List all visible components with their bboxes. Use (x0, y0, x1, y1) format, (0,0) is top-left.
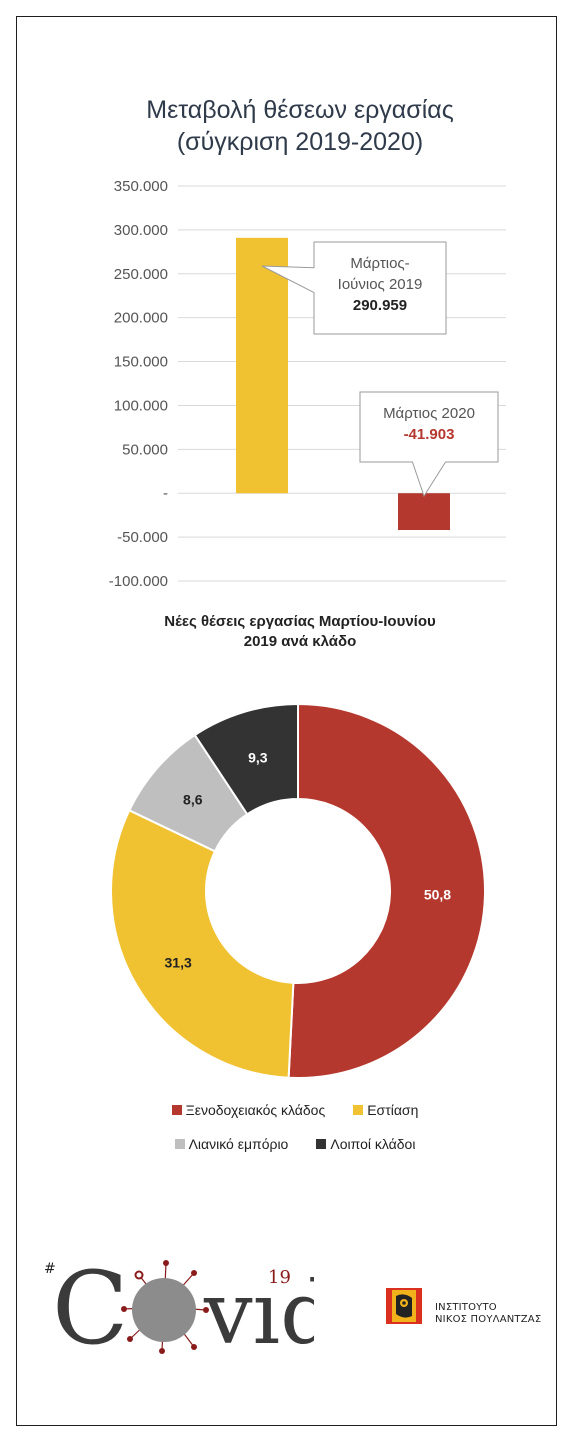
donut-legend: Ξενοδοχειακός κλάδος Εστίαση Λιανικό εμπόρ… (60, 1102, 530, 1152)
legend-item: Λοιποί κλάδοι (316, 1136, 415, 1152)
y-tick-label: 100.000 (114, 397, 168, 414)
legend-swatch (171, 1105, 182, 1115)
bar (398, 493, 450, 531)
y-tick-label: 300.000 (114, 222, 168, 239)
callout-category-label: Ιούνιος 2019 (338, 276, 423, 293)
y-tick-label: 150.000 (114, 354, 168, 371)
donut-chart-title-line2: 2019 ανά κλάδο (243, 633, 357, 650)
legend-label: Εστίαση (367, 1102, 419, 1118)
legend-swatch (174, 1139, 185, 1149)
callout-category-label: Μάρτιος 2020 (383, 405, 475, 422)
bar-chart-title: Μεταβολή θέσεων εργασίας (σύγκριση 2019-… (60, 94, 540, 158)
covid19-logo: # C vıd 19 (44, 1255, 314, 1355)
institute-name: ΙΝΣΤΙΤΟΥΤΟ ΝΙΚΟΣ ΠΟΥΛΑΝΤΖΑΣ (435, 1302, 541, 1326)
virus-icon (121, 1260, 209, 1354)
legend-item: Εστίαση (353, 1102, 418, 1118)
logo-vid-text: vıd (203, 1264, 314, 1355)
logo-letter-c: C (52, 1255, 129, 1355)
bar (236, 237, 288, 494)
legend-item: Ξενοδοχειακός κλάδος (171, 1102, 326, 1118)
legend-row: Ξενοδοχειακός κλάδος Εστίαση (60, 1102, 530, 1118)
callout-box (261, 241, 447, 335)
logo-superscript-19: 19 (268, 1267, 291, 1288)
y-tick-label: - (163, 485, 168, 502)
callout-box (359, 391, 499, 498)
bar-chart-title-line2: (σύγκριση 2019-2020) (176, 128, 424, 156)
legend-item: Λιανικό εμπόριο (174, 1136, 289, 1152)
legend-label: Ξενοδοχειακός κλάδος (185, 1102, 326, 1118)
legend-swatch (316, 1139, 327, 1149)
legend-label: Λοιποί κλάδοι (330, 1136, 416, 1152)
logo-hash-mark: # (44, 1261, 56, 1277)
callout-value-label: 290.959 (353, 297, 407, 314)
y-tick-label: 350.000 (114, 178, 168, 195)
bar-chart: 350.000 300.000 250.000 200.000 150.000 100.0… (109, 178, 506, 590)
y-tick-label: 50.000 (122, 441, 168, 458)
y-tick-label: -50.000 (117, 529, 168, 546)
y-tick-label: 250.000 (114, 266, 168, 283)
data-label-callout: Μάρτιος- Ιούνιος 2019 290.959 (261, 241, 447, 335)
callout-category-label: Μάρτιος- (350, 255, 409, 272)
bar-chart-title-line1: Μεταβολή θέσεων εργασίας (146, 96, 454, 124)
legend-label: Λιανικό εμπόριο (188, 1136, 289, 1152)
page-frame (16, 16, 557, 1426)
institute-name-line2: ΝΙΚΟΣ ΠΟΥΛΑΝΤΖΑΣ (435, 1314, 542, 1325)
legend-swatch (353, 1105, 364, 1115)
covid19-logo-art: # C vıd 19 (44, 1255, 314, 1355)
institute-face-icon (384, 1286, 424, 1326)
data-label-callout: Μάρτιος 2020 -41.903 (359, 391, 499, 498)
donut-chart-title: Νέες θέσεις εργασίας Μαρτίου-Ιουνίου 201… (60, 612, 540, 652)
legend-row: Λιανικό εμπόριο Λοιποί κλάδοι (60, 1136, 530, 1152)
institute-name-line1: ΙΝΣΤΙΤΟΥΤΟ (435, 1302, 497, 1313)
callout-value-label: -41.903 (404, 426, 455, 443)
donut-chart-title-line1: Νέες θέσεις εργασίας Μαρτίου-Ιουνίου (164, 613, 436, 630)
y-tick-label: -100.000 (109, 573, 168, 590)
y-tick-label: 200.000 (114, 310, 168, 327)
